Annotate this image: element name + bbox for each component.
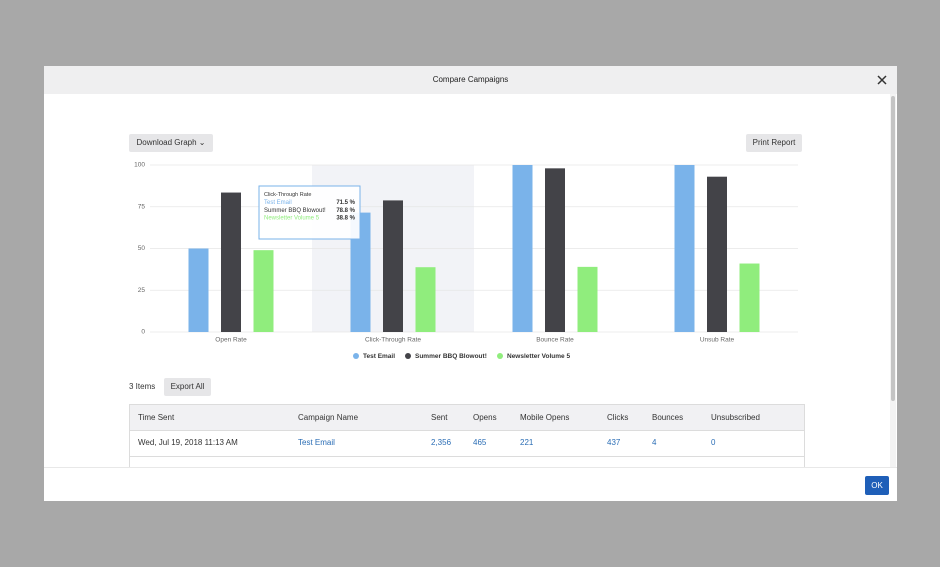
column-header: Mobile Opens — [520, 413, 570, 422]
ok-button[interactable]: OK — [865, 476, 889, 495]
column-header: Bounces — [652, 413, 684, 422]
export-button[interactable]: Export All — [164, 378, 211, 396]
table-link[interactable]: 2,356 — [431, 438, 452, 447]
tooltip-series: Newsletter Volume 5 — [264, 216, 320, 222]
bar — [221, 192, 241, 332]
legend-marker — [353, 353, 359, 359]
dialog-header: Compare Campaigns — [44, 66, 897, 94]
download-button[interactable]: Download Graph ⌄ — [129, 134, 213, 152]
legend-label: Test Email — [363, 353, 395, 360]
table-link[interactable]: 0 — [711, 438, 716, 447]
table-cell: Wed, Jul 19, 2018 11:13 AM — [138, 438, 238, 447]
scrollbar[interactable] — [890, 94, 896, 467]
bar — [188, 248, 209, 332]
column-header: Sent — [431, 413, 448, 422]
column-header: Clicks — [607, 413, 629, 422]
column-header: Time Sent — [138, 413, 175, 422]
x-tick-label: Open Rate — [215, 337, 247, 344]
close-button[interactable] — [876, 74, 888, 86]
column-header: Unsubscribed — [711, 413, 760, 422]
tooltip: Click-Through Rate Test Email 71.5 % Summer… — [258, 185, 361, 240]
y-tick-label: 75 — [138, 203, 146, 210]
chart: 0 25 50 75 100 Open Rate Click-Through Rate Bou… — [134, 162, 798, 360]
table-link[interactable]: 4 — [652, 438, 657, 447]
x-tick-label: Click-Through Rate — [365, 337, 421, 344]
row-divider — [130, 456, 804, 457]
y-tick-label: 50 — [138, 245, 146, 252]
button-label: Print Report — [752, 138, 796, 147]
table-link[interactable]: 221 — [520, 438, 534, 447]
table-header — [130, 405, 804, 431]
tooltip-value: 38.8 % — [336, 216, 355, 222]
table-link[interactable]: 437 — [607, 438, 621, 447]
tooltip-series: Summer BBQ Blowout! — [264, 208, 326, 214]
button-label: Export All — [170, 382, 205, 391]
tooltip-box — [258, 185, 361, 240]
table-link[interactable]: 465 — [473, 438, 487, 447]
tooltip-series: Test Email — [264, 200, 292, 206]
column-header: Opens — [473, 413, 497, 422]
bar — [674, 165, 695, 332]
bar — [545, 168, 565, 332]
bar — [577, 266, 598, 332]
bar — [253, 250, 274, 332]
legend-label: Newsletter Volume 5 — [507, 353, 570, 360]
tooltip-value: 71.5 % — [336, 200, 355, 206]
y-tick-label: 0 — [141, 329, 145, 336]
print-button[interactable]: Print Report — [746, 134, 802, 152]
bar — [350, 212, 371, 332]
column-header: Campaign Name — [298, 413, 359, 422]
bar — [415, 267, 436, 332]
bar — [739, 263, 760, 332]
legend-marker — [405, 353, 411, 359]
button-label: Download Graph — [136, 138, 197, 147]
x-tick-label: Unsub Rate — [700, 337, 735, 344]
dialog-title: Compare Campaigns — [432, 75, 509, 84]
x-tick-label: Bounce Rate — [536, 337, 574, 344]
tooltip-value: 78.8 % — [336, 208, 355, 214]
legend-marker — [497, 353, 503, 359]
legend-label: Summer BBQ Blowout! — [415, 353, 487, 360]
scroll-thumb[interactable] — [891, 96, 895, 401]
tooltip-title: Click-Through Rate — [264, 192, 311, 198]
bar — [383, 200, 403, 332]
table-link[interactable]: Test Email — [298, 438, 335, 447]
bar — [707, 176, 727, 332]
y-tick-label: 100 — [134, 162, 145, 169]
y-tick-label: 25 — [138, 287, 146, 294]
table: Time Sent Campaign Name Sent Opens Mobile Op… — [129, 404, 805, 486]
bar — [512, 165, 533, 332]
item-count: 3 Items — [129, 382, 156, 391]
dialog-footer: OK — [44, 467, 897, 501]
